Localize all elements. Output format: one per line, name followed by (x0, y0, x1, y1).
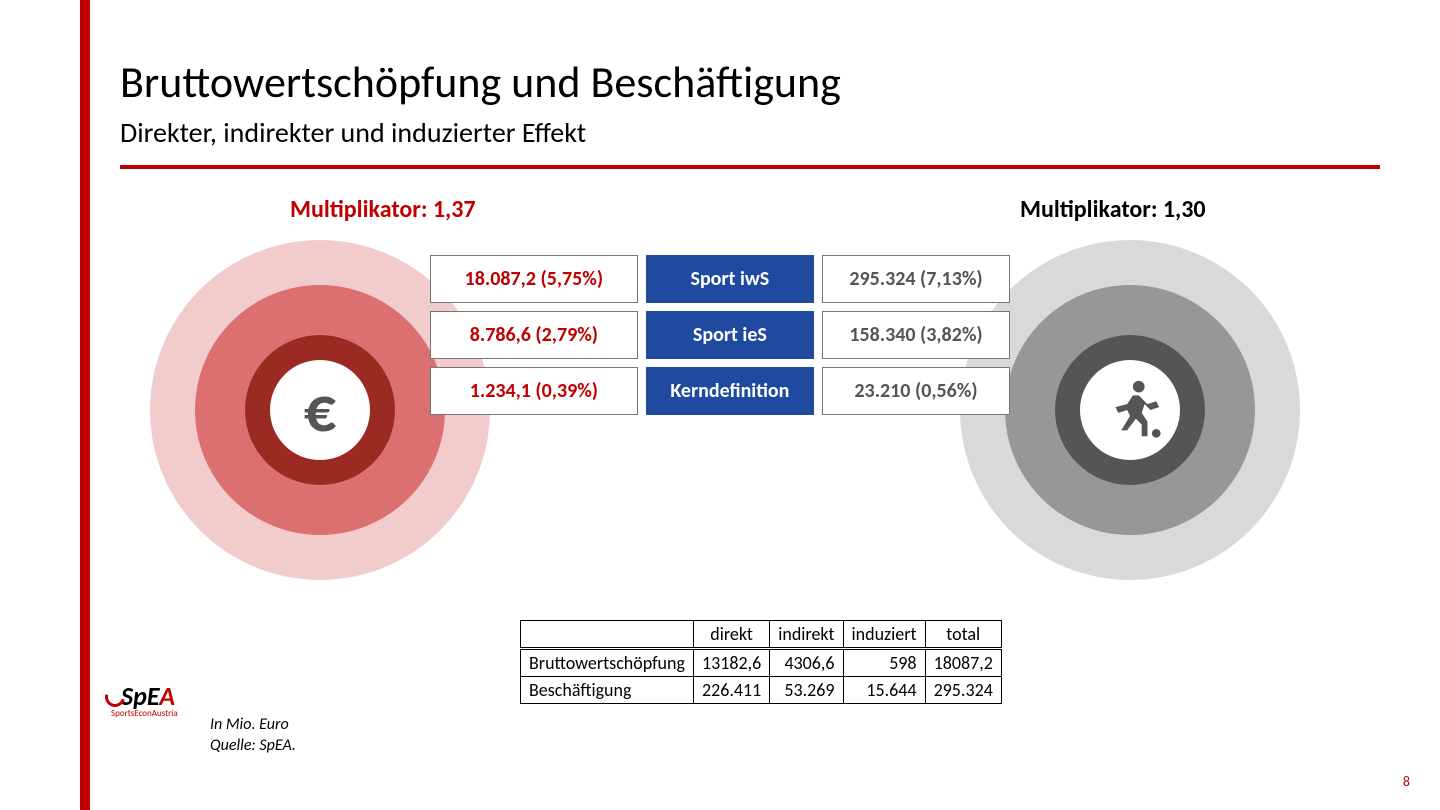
cell: 598 (843, 649, 925, 677)
category: Sport iwS (646, 255, 814, 303)
cell: 18087,2 (925, 649, 1001, 677)
cell: 53.269 (770, 677, 843, 704)
cell: 4306,6 (770, 649, 843, 677)
table-header: direkt (693, 621, 769, 649)
row-label: Bruttowertschöpfung (521, 649, 694, 677)
slide: Bruttowertschöpfung und Beschäftigung Di… (0, 0, 1440, 810)
multiplier-right: Multiplikator: 1,30 (1020, 195, 1206, 224)
ring-core (1080, 360, 1180, 460)
bullseye-runner (960, 240, 1300, 580)
category-row: 8.786,6 (2,79%) Sport ieS 158.340 (3,82%… (430, 311, 1010, 359)
table-header-row: direkt indirekt induziert total (521, 621, 1002, 649)
category: Kerndefinition (646, 367, 814, 415)
category: Sport ieS (646, 311, 814, 359)
table-header (521, 621, 694, 649)
page-subtitle: Direkter, indirekter und induzierter Eff… (120, 115, 586, 150)
effects-table: direkt indirekt induziert total Bruttowe… (520, 620, 1002, 704)
category-rows: 18.087,2 (5,75%) Sport iwS 295.324 (7,13… (430, 255, 1010, 423)
spea-logo: SpEA SportsEconAustria (105, 680, 178, 719)
table-row: Beschäftigung 226.411 53.269 15.644 295.… (521, 677, 1002, 704)
row-label: Beschäftigung (521, 677, 694, 704)
value-left: 18.087,2 (5,75%) (430, 255, 638, 303)
page-title: Bruttowertschöpfung und Beschäftigung (120, 55, 841, 109)
cell: 15.644 (843, 677, 925, 704)
value-left: 1.234,1 (0,39%) (430, 367, 638, 415)
accent-bar-left (80, 0, 90, 810)
footnote: In Mio. Euro Quelle: SpEA. (210, 715, 296, 757)
table-header: induziert (843, 621, 925, 649)
title-underline (120, 165, 1380, 169)
cell: 13182,6 (693, 649, 769, 677)
category-row: 18.087,2 (5,75%) Sport iwS 295.324 (7,13… (430, 255, 1010, 303)
logo-sub-part: Sports (111, 708, 134, 719)
footnote-line: In Mio. Euro (210, 715, 296, 736)
cell: 226.411 (693, 677, 769, 704)
runner-icon (1095, 375, 1165, 445)
logo-subtitle: SportsEconAustria (111, 708, 178, 719)
table-header: indirekt (770, 621, 843, 649)
page-number: 8 (1403, 773, 1410, 790)
footnote-line: Quelle: SpEA. (210, 736, 296, 757)
multiplier-left: Multiplikator: 1,37 (290, 195, 476, 224)
value-left: 8.786,6 (2,79%) (430, 311, 638, 359)
value-right: 295.324 (7,13%) (822, 255, 1010, 303)
category-row: 1.234,1 (0,39%) Kerndefinition 23.210 (0… (430, 367, 1010, 415)
table-row: Bruttowertschöpfung 13182,6 4306,6 598 1… (521, 649, 1002, 677)
value-right: 158.340 (3,82%) (822, 311, 1010, 359)
logo-sub-part: Austria (152, 708, 178, 719)
euro-icon: € (304, 371, 336, 449)
value-right: 23.210 (0,56%) (822, 367, 1010, 415)
ring-core: € (270, 360, 370, 460)
table-header: total (925, 621, 1001, 649)
cell: 295.324 (925, 677, 1001, 704)
logo-sub-part: Econ (134, 708, 151, 719)
